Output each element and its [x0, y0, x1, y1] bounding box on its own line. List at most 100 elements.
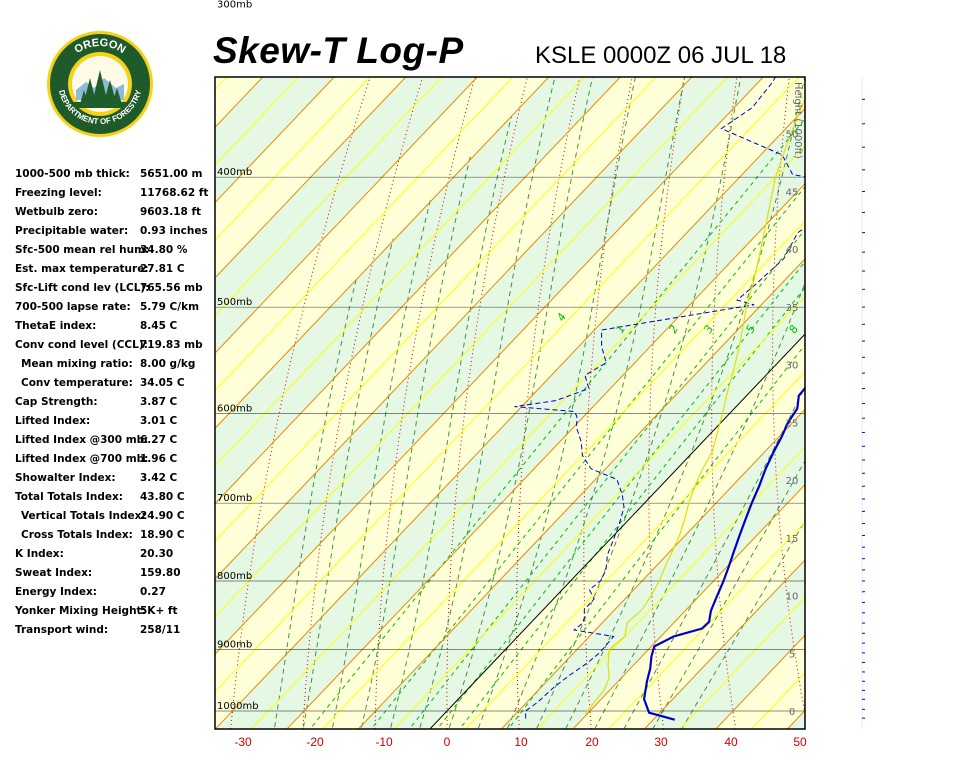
- tree-icon: [80, 70, 122, 104]
- isotherm-line: [808, 0, 960, 745]
- wind-barb-feather: [898, 278, 901, 287]
- wind-barb-shaft: [861, 717, 865, 719]
- stat-value: 27.81 C: [140, 263, 185, 275]
- wind-barb-feather: [898, 559, 901, 568]
- wind-barb-shaft: [861, 510, 865, 512]
- wind-barb-feather: [898, 378, 901, 387]
- wind-barb-feather: [888, 242, 891, 251]
- wind-barb-feather: [893, 463, 896, 472]
- wind-barb-feather: [893, 242, 896, 251]
- stat-label: Transport wind:: [15, 624, 109, 636]
- wind-barb-feather: [893, 330, 896, 339]
- stat-label: Showalter Index:: [15, 472, 116, 484]
- wind-barb-feather: [898, 313, 901, 322]
- wind-barb-feather: [898, 581, 901, 590]
- stat-value: 5.79 C/km: [140, 301, 200, 313]
- isotherm-band: [215, 77, 805, 729]
- wind-barb-feather: [899, 613, 902, 622]
- plot-frame: [214, 76, 806, 730]
- isotherm-line: [215, 107, 805, 729]
- stat-row: Transport wind: 258/11: [15, 624, 215, 643]
- wind-barb-feather: [893, 9, 896, 18]
- x-tick-label: -20: [306, 735, 324, 749]
- wind-barb-feather: [899, 701, 902, 710]
- wind-barb-feather: [888, 9, 891, 18]
- wind-barb-shaft: [861, 591, 865, 593]
- wind-barb-feather: [893, 393, 896, 402]
- wind-barb-feather: [893, 422, 896, 431]
- wind-barb-feather: [893, 559, 896, 568]
- isobar-label: 600mb: [217, 403, 252, 414]
- wind-barb-feather: [898, 88, 901, 97]
- wind-barb-shaft: [861, 356, 865, 358]
- isotherm-line: [607, 521, 805, 729]
- wind-barb-feather: [893, 363, 896, 372]
- stat-row: Vertical Totals Index: 24.90 C: [15, 510, 215, 529]
- height-tick-label: 5: [789, 649, 795, 660]
- wind-barb-feather: [888, 222, 891, 231]
- wind-barb-shaft: [861, 232, 865, 234]
- wind-barb-shaft: [861, 498, 865, 500]
- moist-adiabat: [477, 77, 636, 729]
- wind-barb-shaft: [862, 17, 898, 19]
- wind-barb-feather: [898, 692, 901, 701]
- wind-barb-feather: [898, 407, 901, 416]
- stat-row: Total Totals Index: 43.80 C: [15, 491, 215, 510]
- wind-barb-shaft: [861, 387, 865, 390]
- wind-barb-feather: [893, 581, 896, 590]
- isotherm-line: [393, 295, 805, 729]
- wind-barb-shaft: [861, 306, 865, 308]
- wind-barb-feather: [893, 260, 896, 269]
- stat-label: Yonker Mixing Height:: [15, 605, 146, 617]
- wind-barb-feather: [898, 536, 901, 545]
- stat-row: Lifted Index: 3.01 C: [15, 415, 215, 434]
- x-tick-label: 40: [724, 735, 738, 749]
- isotherm-line: [250, 145, 805, 729]
- wind-barb-feather: [895, 684, 898, 693]
- isotherm-line: [844, 0, 960, 745]
- wind-barb-feather: [895, 634, 898, 643]
- stat-label: Lifted Index:: [15, 415, 91, 427]
- wind-barb-feather: [898, 665, 901, 674]
- wind-barb-feather: [893, 665, 896, 674]
- isobar-label: 400mb: [217, 167, 252, 178]
- wind-barb-shaft: [861, 580, 865, 582]
- wind-barb-feather: [888, 363, 891, 372]
- wind-barb-shaft: [861, 622, 865, 624]
- stat-value: 9603.18 ft: [140, 206, 202, 218]
- stat-row: Conv temperature: 34.05 C: [15, 377, 215, 396]
- wind-barb-feather: [888, 89, 891, 98]
- wind-barb-feather: [898, 159, 901, 168]
- wind-barb-feather: [888, 331, 891, 340]
- wind-barb-shaft: [861, 372, 865, 374]
- wind-barb-shaft: [861, 445, 865, 447]
- stat-row: K Index: 20.30: [15, 548, 215, 567]
- moist-adiabat: [273, 277, 358, 729]
- wind-barb-shaft: [861, 98, 865, 100]
- stat-row: Wetbulb zero: 9603.18 ft: [15, 206, 215, 225]
- wind-barb-feather: [893, 347, 896, 356]
- dry-adiabat: [772, 77, 805, 717]
- isotherm-line: [464, 371, 805, 729]
- isotherm-line: [286, 182, 805, 729]
- stat-label: Freezing level:: [15, 187, 102, 199]
- wind-barb-shaft: [861, 123, 865, 125]
- parcel-profile: [584, 97, 805, 715]
- stat-value: 258/11: [140, 624, 181, 636]
- isotherm-line: [215, 77, 514, 392]
- isobar-label: 1000mb: [217, 701, 259, 712]
- isotherm-line: [215, 77, 550, 430]
- isotherm-line: [880, 0, 960, 745]
- wind-barb-shaft: [861, 472, 865, 474]
- wind-barb-feather: [898, 36, 901, 45]
- wind-barb-feather: [888, 393, 891, 402]
- stat-label: Energy Index:: [15, 586, 97, 598]
- wind-barb-feather: [894, 613, 897, 622]
- dry-adiabat: [889, 0, 960, 745]
- stat-label: Total Totals Index:: [15, 491, 123, 503]
- stat-value: 3.42 C: [140, 472, 178, 484]
- wind-barb-feather: [888, 159, 891, 168]
- wind-barb-shaft: [861, 485, 865, 487]
- wind-barb-shaft: [861, 431, 865, 434]
- stat-label: Conv temperature:: [21, 377, 133, 389]
